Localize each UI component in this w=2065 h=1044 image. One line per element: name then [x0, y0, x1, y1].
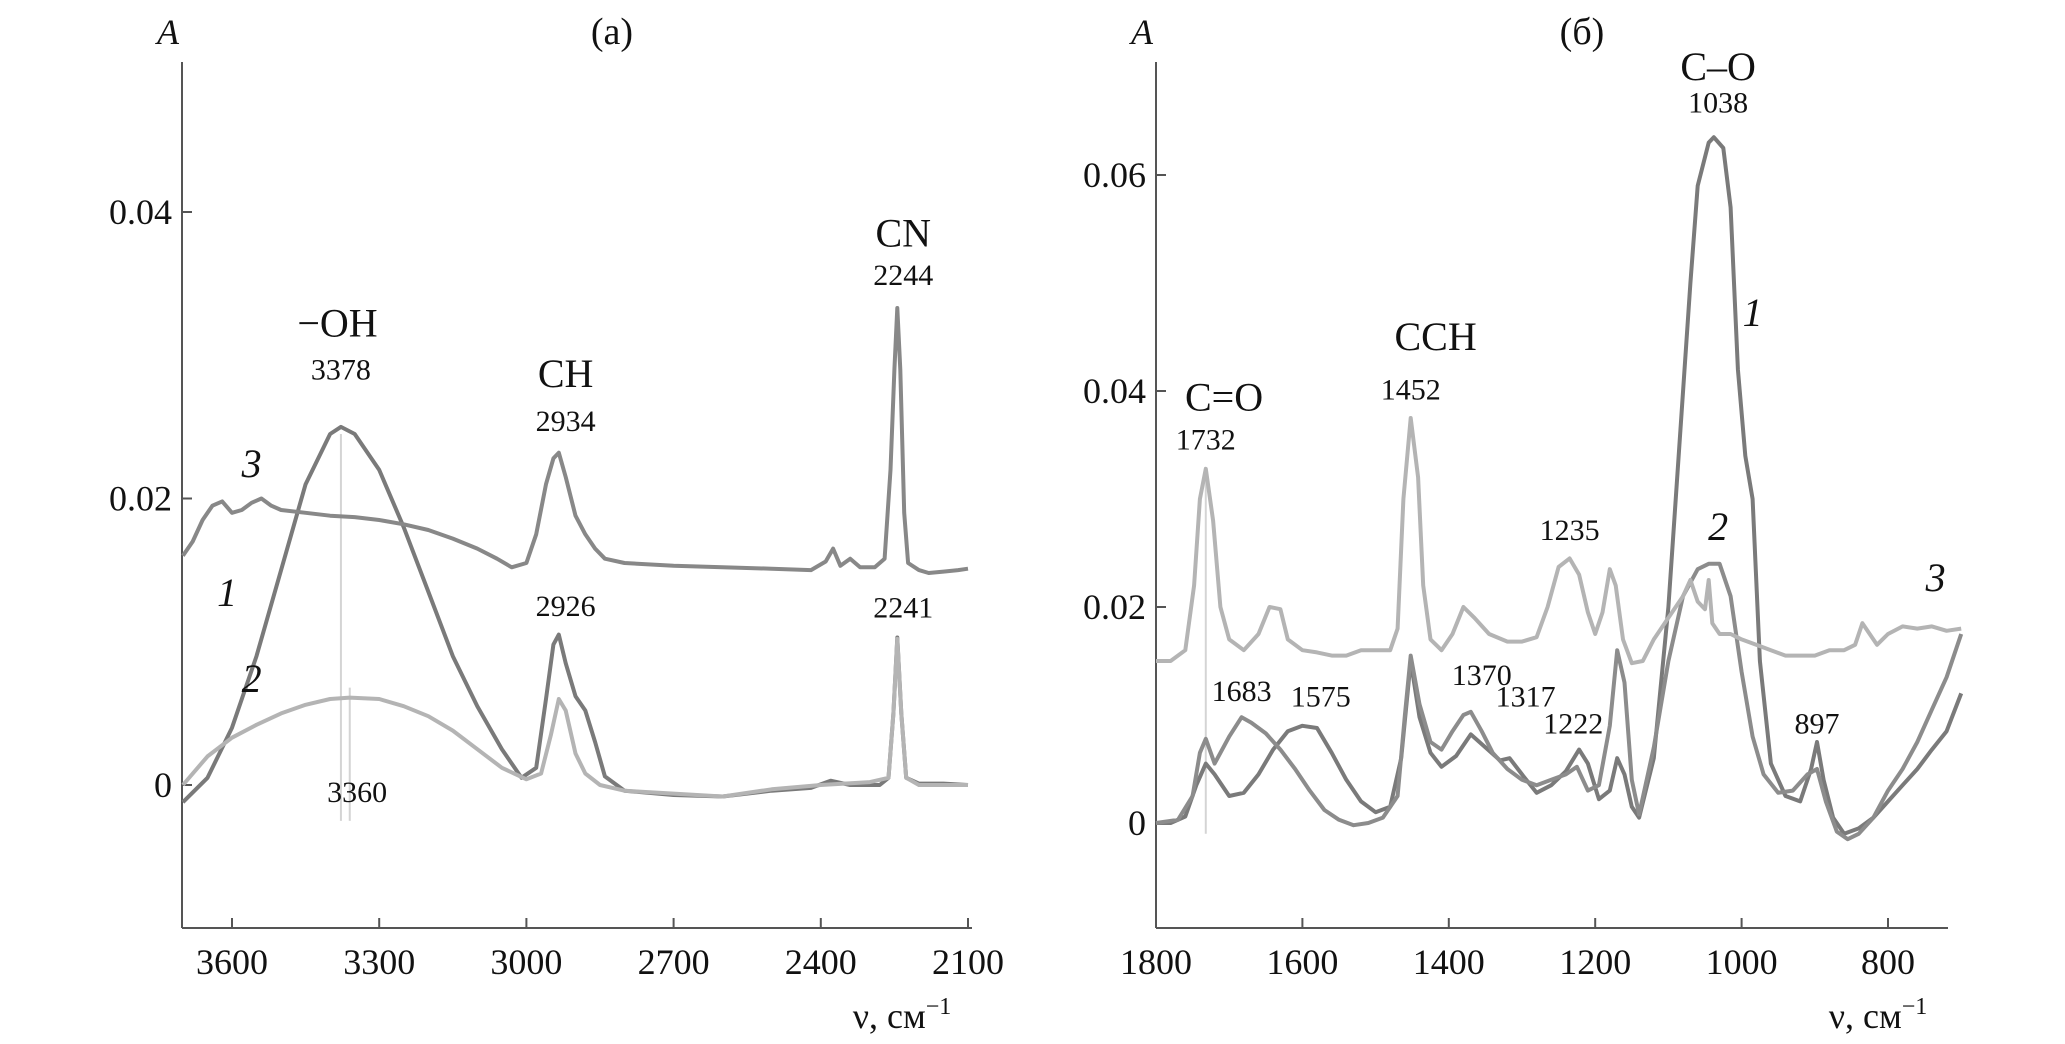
x-axis-title: ν, см−1: [853, 994, 952, 1036]
curve-label-2: 2: [242, 656, 262, 701]
y-axis-title: A: [155, 12, 180, 52]
y-tick-label: 0.04: [109, 192, 172, 232]
curve-label-3: 3: [241, 441, 262, 486]
y-axis-title: A: [1129, 12, 1154, 52]
group-label: CCH: [1394, 314, 1476, 359]
curve-label-3: 3: [1925, 555, 1946, 600]
x-tick-label: 1000: [1706, 942, 1778, 982]
series-line-2: [1155, 561, 1964, 842]
series-line-2: [181, 636, 968, 799]
peak-label: 897: [1794, 707, 1839, 740]
x-axis-title-superscript: −1: [926, 994, 952, 1020]
group-label: CN: [875, 210, 931, 255]
y-tick-label: 0.02: [1083, 587, 1146, 627]
peak-label: 1683: [1212, 675, 1272, 708]
group-label: C–O: [1680, 44, 1756, 89]
peak-label: 3378: [311, 354, 371, 387]
x-tick-label: 1600: [1266, 942, 1338, 982]
curve-label-1: 1: [217, 570, 237, 615]
peak-label: 2241: [873, 591, 933, 624]
group-label: −OH: [297, 301, 377, 346]
peak-label: 1235: [1540, 514, 1600, 547]
y-tick-label: 0: [154, 765, 172, 805]
peak-label: 1038: [1688, 86, 1748, 119]
chart-panel-2: 1800 1600 1400 1200 1000 800 0 0.02 0.04 0.06 Aν, …: [1083, 11, 1964, 1036]
peak-label: 1370: [1452, 659, 1512, 692]
x-tick-label: 1800: [1120, 942, 1192, 982]
y-tick-label: 0.02: [109, 479, 172, 519]
y-tick-label: 0: [1128, 803, 1146, 843]
x-tick-label: 3000: [490, 942, 562, 982]
x-tick-label: 3300: [343, 942, 415, 982]
x-tick-label: 2400: [785, 942, 857, 982]
curve-label-1: 1: [1743, 290, 1763, 335]
peak-label: 2926: [536, 590, 596, 623]
group-label: C=O: [1185, 374, 1263, 419]
panel-label: (б): [1560, 11, 1605, 53]
peak-label: 2244: [873, 259, 933, 292]
peak-label: 2934: [536, 405, 596, 438]
panel-label: (а): [591, 11, 633, 53]
peak-label: 1317: [1496, 680, 1556, 713]
group-label: CH: [538, 351, 594, 396]
peak-label: 1452: [1381, 374, 1441, 407]
peak-label: 1575: [1291, 680, 1351, 713]
peak-label: 1222: [1543, 707, 1603, 740]
y-tick-label: 0.04: [1083, 371, 1146, 411]
chart-panel-1: 3600 3300 3000 2700 2400 2100 0 0.02 0.04 Aν, см−…: [109, 11, 1004, 1036]
x-tick-label: 2700: [638, 942, 710, 982]
series-line-3: [181, 306, 969, 575]
series-line-3: [1156, 416, 1962, 666]
peak-label: 3360: [327, 776, 387, 809]
series-line-1: [1156, 135, 1964, 836]
curve-label-2: 2: [1708, 504, 1728, 549]
y-tick-label: 0.06: [1083, 155, 1146, 195]
x-tick-label: 1400: [1413, 942, 1485, 982]
x-tick-label: 1200: [1559, 942, 1631, 982]
x-tick-label: 3600: [196, 942, 268, 982]
x-tick-label: 2100: [932, 942, 1004, 982]
x-axis-title: ν, см−1: [1829, 994, 1928, 1036]
peak-label: 1732: [1176, 423, 1236, 456]
x-tick-label: 800: [1861, 942, 1915, 982]
x-axis-title-superscript: −1: [1902, 994, 1928, 1020]
